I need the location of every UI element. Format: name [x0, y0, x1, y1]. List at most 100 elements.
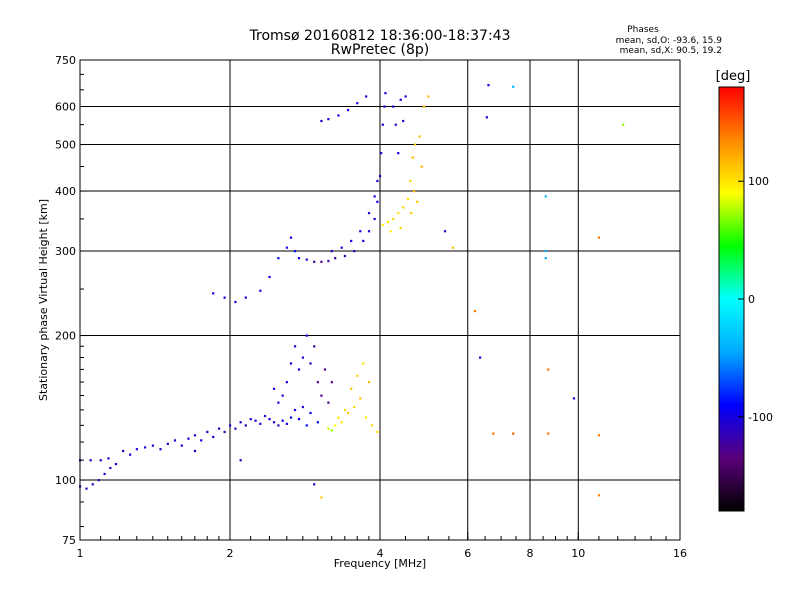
data-point — [285, 381, 288, 384]
data-point — [473, 309, 477, 313]
y-tick-label: 750 — [55, 54, 76, 67]
data-point — [239, 459, 242, 462]
data-point — [451, 246, 455, 249]
colorbar-ticks: 100 0 -100 — [738, 175, 773, 424]
data-point — [268, 275, 271, 279]
data-point — [402, 206, 405, 209]
data-point — [206, 430, 209, 434]
data-point — [392, 105, 395, 108]
data-point — [293, 345, 297, 348]
data-point — [343, 408, 347, 412]
data-point — [350, 387, 353, 390]
data-point — [416, 200, 419, 203]
data-point — [384, 92, 387, 95]
data-point — [334, 424, 337, 427]
data-point — [289, 416, 293, 419]
data-point — [485, 116, 488, 119]
data-point — [313, 260, 316, 263]
y-tick-label: 300 — [55, 245, 76, 258]
data-point — [305, 258, 308, 261]
data-point — [380, 152, 383, 155]
data-point — [622, 123, 625, 126]
data-point — [367, 230, 371, 233]
data-point — [305, 424, 308, 427]
data-point — [547, 432, 550, 435]
x-tick-label: 16 — [673, 547, 687, 560]
x-tick-label: 2 — [227, 547, 234, 560]
data-point — [187, 437, 190, 440]
data-point — [320, 496, 323, 499]
data-point — [301, 405, 305, 409]
data-point — [234, 300, 237, 304]
y-tick-label: 75 — [62, 534, 76, 547]
data-point — [365, 95, 368, 98]
data-point — [402, 119, 405, 123]
data-point — [320, 394, 323, 397]
data-point — [249, 418, 252, 421]
data-point — [367, 212, 371, 215]
data-point — [411, 156, 414, 159]
data-point — [289, 236, 293, 239]
data-point — [272, 421, 276, 424]
colorbar-tick-label: 100 — [748, 175, 769, 188]
data-point — [399, 98, 402, 101]
data-point — [379, 174, 382, 178]
data-point — [353, 250, 356, 253]
data-point — [268, 418, 271, 421]
data-point — [180, 444, 183, 447]
data-point — [443, 230, 447, 233]
data-point — [309, 362, 312, 365]
y-tick-label: 400 — [55, 185, 76, 198]
data-point — [212, 435, 215, 439]
data-point — [370, 424, 373, 427]
data-point — [547, 368, 550, 371]
data-point — [239, 421, 242, 424]
data-point — [129, 453, 132, 456]
data-point — [383, 105, 386, 108]
data-point — [397, 152, 400, 155]
data-point — [143, 446, 147, 449]
data-point — [359, 230, 362, 233]
data-point — [309, 411, 312, 415]
data-point — [301, 356, 305, 359]
data-point — [376, 200, 379, 203]
data-point — [381, 123, 384, 126]
data-point — [159, 448, 162, 451]
data-point — [337, 416, 340, 419]
data-point — [410, 212, 413, 215]
data-point — [281, 394, 284, 397]
data-point — [544, 250, 547, 253]
data-point — [173, 439, 177, 442]
phase-stats-o: mean, sd,O: -93.6, 15.9 — [616, 36, 723, 46]
chart-title-line2: RwPretec (8p) — [331, 42, 429, 58]
data-point — [297, 368, 301, 371]
data-point — [356, 102, 359, 105]
data-point — [334, 257, 337, 260]
data-point — [343, 254, 347, 258]
data-point — [330, 429, 333, 432]
data-point — [323, 368, 327, 371]
y-tick-label: 200 — [55, 330, 76, 343]
data-point — [479, 356, 482, 359]
data-point — [340, 246, 343, 249]
data-point — [512, 85, 515, 88]
data-point — [293, 408, 297, 412]
data-point — [281, 419, 284, 422]
data-point — [122, 449, 125, 453]
data-point — [392, 217, 395, 221]
colorbar-label: [deg] — [716, 69, 751, 84]
y-axis-label: Stationary phase Virtual Height [km] — [37, 199, 50, 401]
x-axis-label: Frequency [MHz] — [334, 557, 426, 570]
x-tick-label: 10 — [571, 547, 585, 560]
data-point — [412, 190, 416, 193]
data-point — [229, 424, 232, 427]
data-point — [223, 296, 226, 299]
data-point — [487, 84, 490, 87]
data-point — [305, 334, 308, 337]
y-tick-label: 600 — [55, 101, 76, 114]
data-point — [244, 296, 247, 299]
data-point — [107, 457, 110, 460]
y-tick-label: 100 — [55, 474, 76, 487]
data-point — [399, 227, 402, 230]
data-point — [340, 421, 343, 424]
